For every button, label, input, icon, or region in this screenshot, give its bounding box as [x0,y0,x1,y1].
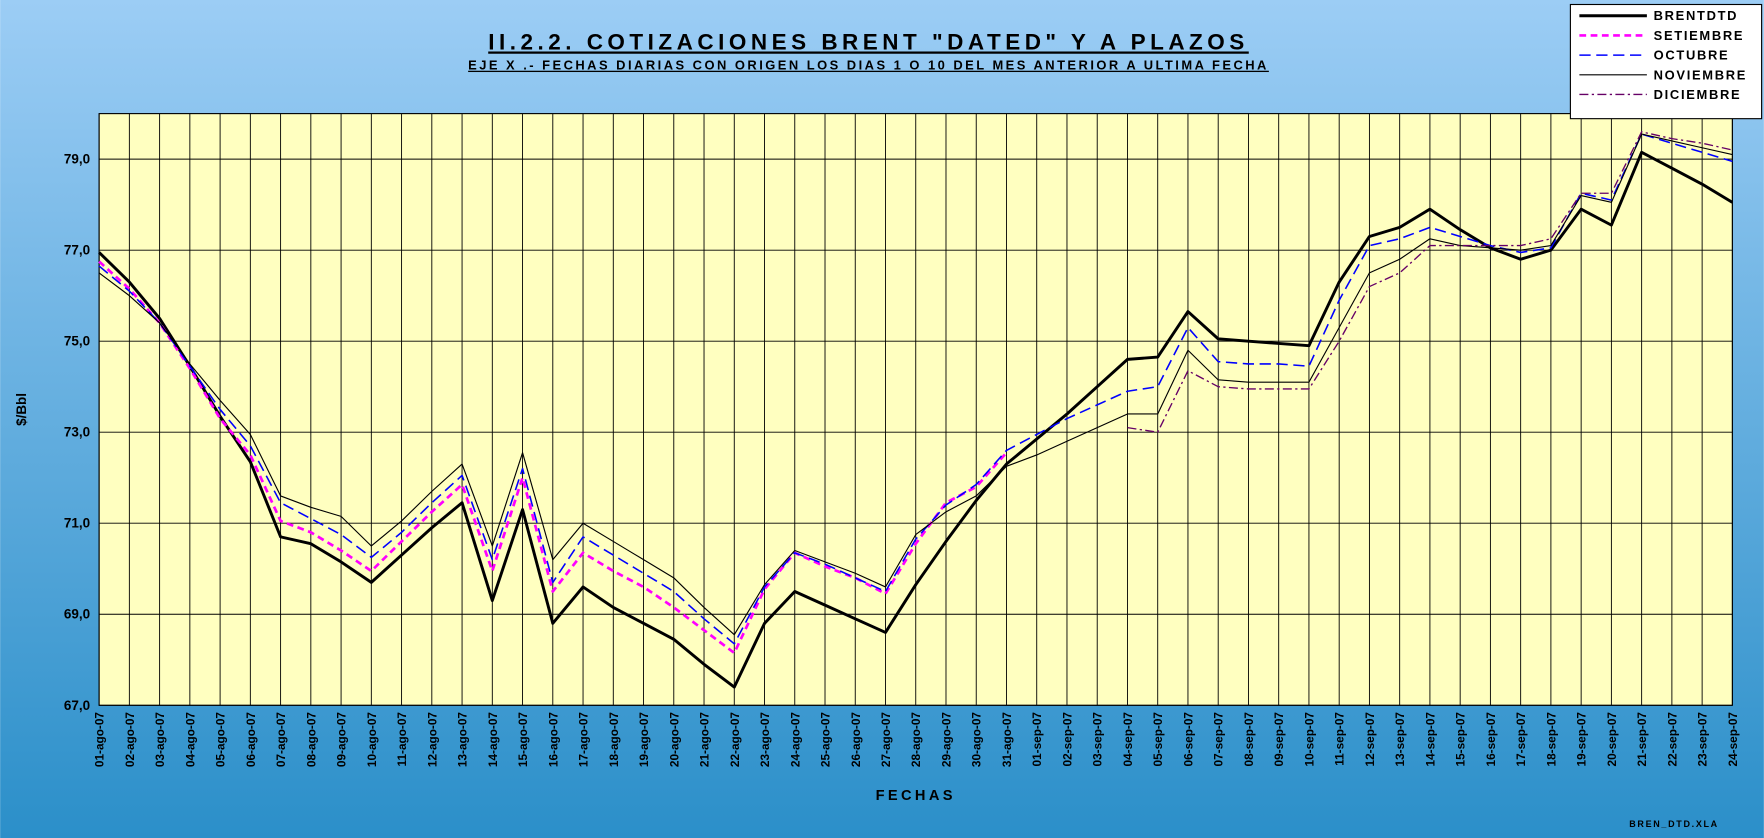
x-tick-label: 22-ago-07 [728,712,742,768]
y-tick-label: 75,0 [64,334,90,349]
x-tick-label: 14-sep-07 [1423,712,1437,767]
x-tick-label: 04-ago-07 [183,712,197,768]
x-tick-label: 01-sep-07 [1030,712,1044,767]
x-tick-label: 04-sep-07 [1121,712,1135,767]
y-axis-label: $/Bbl [14,393,29,426]
x-tick-label: 16-ago-07 [546,712,560,768]
x-tick-label: 24-ago-07 [788,712,802,768]
x-tick-label: 19-sep-07 [1575,712,1589,767]
x-tick-label: 20-sep-07 [1605,712,1619,767]
x-tick-label: 17-ago-07 [577,712,591,768]
y-tick-label: 71,0 [64,516,90,531]
y-tick-label: 73,0 [64,425,90,440]
series-line [98,133,1733,636]
x-tick-label: 23-sep-07 [1696,712,1710,767]
legend-label: SETIEMBRE [1654,28,1745,43]
legend-label: DICIEMBRE [1654,87,1742,102]
y-tick-label: 77,0 [64,243,90,258]
series-line [1127,131,1733,433]
x-tick-label: 23-ago-07 [758,712,772,768]
x-tick-label: 05-sep-07 [1151,712,1165,767]
x-axis-label: FECHAS [876,788,956,804]
x-tick-label: 12-sep-07 [1363,712,1377,767]
x-tick-label: 03-sep-07 [1091,712,1105,767]
x-tick-label: 18-sep-07 [1544,712,1558,767]
series-line [98,260,1008,655]
legend-label: NOVIEMBRE [1654,67,1747,82]
x-tick-label: 26-ago-07 [849,712,863,768]
x-tick-label: 30-ago-07 [970,712,984,768]
chart-title: II.2.2. COTIZACIONES BRENT "DATED" Y A P… [488,29,1249,54]
legend-label: OCTUBRE [1654,48,1730,63]
x-tick-label: 19-ago-07 [637,712,651,768]
x-tick-label: 22-sep-07 [1665,712,1679,767]
x-tick-label: 09-sep-07 [1272,712,1286,767]
x-tick-label: 11-ago-07 [395,712,409,767]
x-tick-label: 29-ago-07 [939,712,953,768]
series-line [98,150,1734,689]
series-line [98,133,1733,645]
x-tick-label: 24-sep-07 [1726,712,1740,767]
y-tick-label: 69,0 [64,607,90,622]
x-tick-label: 13-ago-07 [456,712,470,768]
x-tick-label: 27-ago-07 [879,712,893,768]
y-tick-label: 67,0 [64,698,90,713]
chart-subtitle: EJE X .- FECHAS DIARIAS CON ORIGEN LOS D… [468,58,1269,73]
x-tick-label: 06-sep-07 [1181,712,1195,767]
x-tick-label: 10-ago-07 [365,712,379,768]
x-tick-label: 08-sep-07 [1242,712,1256,767]
x-tick-label: 07-ago-07 [274,712,288,768]
x-tick-label: 10-sep-07 [1302,712,1316,767]
x-tick-label: 07-sep-07 [1212,712,1226,767]
x-tick-label: 02-ago-07 [123,712,137,768]
x-tick-label: 15-sep-07 [1454,712,1468,767]
x-tick-label: 03-ago-07 [153,712,167,768]
x-tick-label: 18-ago-07 [607,712,621,768]
x-tick-label: 21-ago-07 [698,712,712,768]
x-tick-label: 05-ago-07 [214,712,228,768]
x-tick-label: 13-sep-07 [1393,712,1407,767]
x-tick-label: 01-ago-07 [93,712,107,768]
x-tick-label: 09-ago-07 [335,712,349,768]
x-tick-label: 16-sep-07 [1484,712,1498,767]
x-tick-label: 20-ago-07 [667,712,681,768]
x-tick-label: 28-ago-07 [909,712,923,768]
x-tick-label: 11-sep-07 [1333,712,1347,766]
x-tick-label: 06-ago-07 [244,712,258,768]
y-tick-label: 79,0 [64,152,90,167]
x-tick-label: 15-ago-07 [516,712,530,768]
x-tick-label: 08-ago-07 [304,712,318,768]
x-tick-label: 21-sep-07 [1635,712,1649,767]
legend-box [1569,3,1763,120]
x-tick-label: 17-sep-07 [1514,712,1528,767]
x-tick-label: 02-sep-07 [1060,712,1074,767]
legend-label: BRENTDTD [1654,8,1739,23]
x-tick-label: 14-ago-07 [486,712,500,768]
footer: BREN_DTD.XLA [1629,819,1719,829]
x-tick-label: 31-ago-07 [1000,712,1014,768]
x-tick-label: 25-ago-07 [819,712,833,768]
x-tick-label: 12-ago-07 [425,712,439,768]
